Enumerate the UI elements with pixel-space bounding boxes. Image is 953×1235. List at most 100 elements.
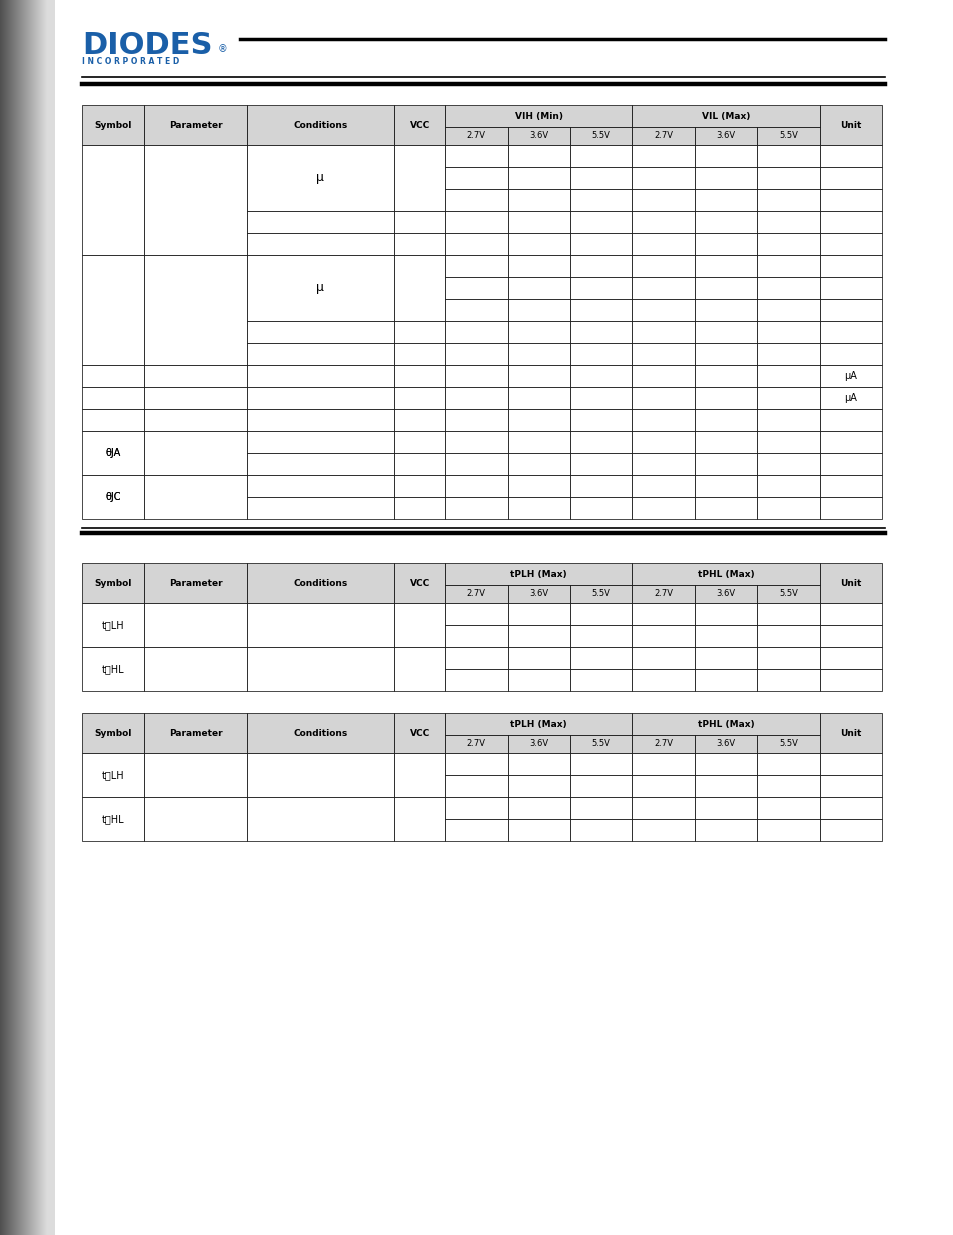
Bar (246, 713, 394, 753)
Bar (246, 233, 394, 254)
Bar (569, 431, 632, 453)
Text: tPHL (Max): tPHL (Max) (697, 720, 754, 729)
Bar (144, 366, 246, 387)
Bar (819, 366, 882, 387)
Bar (24, 0, 25, 1235)
Text: t₝LH: t₝LH (102, 620, 125, 630)
Bar (757, 409, 819, 431)
Bar (445, 144, 507, 167)
Text: 2.7V: 2.7V (654, 131, 673, 141)
Bar (819, 299, 882, 321)
Text: VCC: VCC (409, 729, 429, 737)
Bar (445, 189, 507, 211)
Bar (82, 144, 144, 254)
Bar (445, 167, 507, 189)
Bar (569, 144, 632, 167)
Bar (445, 585, 507, 603)
Text: tPHL (Max): tPHL (Max) (697, 569, 754, 578)
Bar (445, 387, 507, 409)
Bar (632, 647, 694, 669)
Bar (394, 475, 445, 496)
Bar (144, 144, 246, 254)
Bar (82, 431, 144, 475)
Text: VCC: VCC (409, 578, 429, 588)
Bar (82, 254, 144, 366)
Bar (632, 387, 694, 409)
Bar (819, 387, 882, 409)
Bar (569, 366, 632, 387)
Bar (246, 496, 394, 519)
Bar (47, 0, 48, 1235)
Bar (0, 0, 1, 1235)
Bar (507, 496, 569, 519)
Bar (445, 735, 507, 753)
Bar (82, 475, 144, 519)
Bar (394, 409, 445, 431)
Bar (569, 254, 632, 277)
Bar (394, 233, 445, 254)
Bar (394, 563, 445, 603)
Bar (819, 669, 882, 692)
Bar (757, 127, 819, 144)
Bar (48, 0, 49, 1235)
Text: 2.7V: 2.7V (466, 740, 485, 748)
Bar (632, 625, 694, 647)
Bar (394, 144, 445, 211)
Text: 5.5V: 5.5V (779, 740, 797, 748)
Text: Parameter: Parameter (169, 729, 222, 737)
Bar (82, 753, 144, 797)
Bar (35, 0, 36, 1235)
Bar (246, 797, 394, 841)
Bar (445, 563, 632, 585)
Bar (394, 105, 445, 144)
Bar (445, 431, 507, 453)
Bar (28, 0, 29, 1235)
Bar (632, 431, 694, 453)
Bar (246, 211, 394, 233)
Bar (1, 0, 2, 1235)
Bar (43, 0, 44, 1235)
Bar (82, 713, 144, 753)
Text: μA: μA (843, 393, 857, 403)
Bar (632, 144, 694, 167)
Bar (694, 475, 757, 496)
Bar (445, 776, 507, 797)
Bar (757, 211, 819, 233)
Bar (569, 797, 632, 819)
Bar (46, 0, 47, 1235)
Text: 5.5V: 5.5V (591, 740, 610, 748)
Text: θJA: θJA (106, 448, 121, 458)
Bar (5, 0, 6, 1235)
Bar (757, 233, 819, 254)
Bar (144, 254, 246, 366)
Bar (445, 233, 507, 254)
Text: DIODES: DIODES (82, 31, 213, 59)
Bar (507, 127, 569, 144)
Bar (507, 431, 569, 453)
Bar (819, 603, 882, 625)
Text: VIL (Max): VIL (Max) (701, 111, 749, 121)
Bar (569, 409, 632, 431)
Bar (694, 127, 757, 144)
Bar (82, 647, 144, 692)
Bar (569, 189, 632, 211)
Bar (757, 735, 819, 753)
Bar (507, 647, 569, 669)
Bar (757, 343, 819, 366)
Bar (82, 563, 144, 603)
Bar (632, 343, 694, 366)
Bar (38, 0, 39, 1235)
Bar (507, 669, 569, 692)
Bar (144, 603, 246, 647)
Text: t₝HL: t₝HL (102, 814, 125, 824)
Bar (819, 343, 882, 366)
Bar (445, 343, 507, 366)
Text: 5.5V: 5.5V (779, 131, 797, 141)
Text: Conditions: Conditions (293, 729, 347, 737)
Bar (757, 387, 819, 409)
Bar (757, 753, 819, 776)
Bar (507, 409, 569, 431)
Bar (632, 105, 819, 127)
Bar (23, 0, 24, 1235)
Bar (757, 603, 819, 625)
